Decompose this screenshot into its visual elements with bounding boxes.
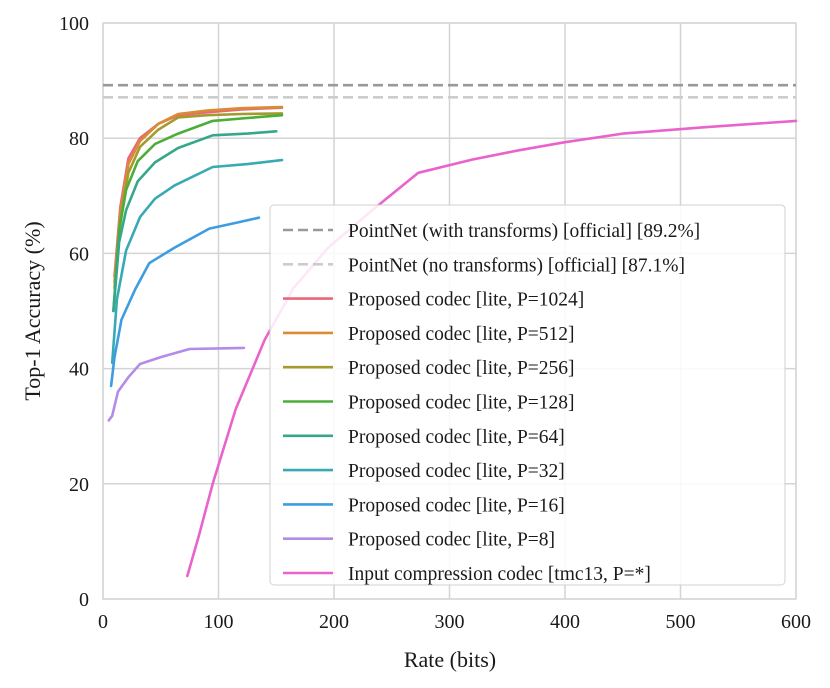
x-tick-label: 600: [781, 611, 811, 633]
series-line: [110, 158, 284, 365]
series-line: [107, 346, 246, 422]
legend-label: Proposed codec [lite, P=256]: [348, 358, 575, 379]
series-line: [112, 113, 284, 313]
y-tick-label: 20: [69, 474, 89, 496]
y-tick-label: 80: [69, 128, 89, 150]
x-tick-label: 400: [550, 611, 580, 633]
legend-label: Proposed codec [lite, P=16]: [348, 495, 565, 516]
x-tick-label: 100: [204, 611, 234, 633]
legend-label: PointNet (with transforms) [official] [8…: [348, 221, 700, 242]
series-line: [112, 130, 278, 313]
x-tick-label: 300: [435, 611, 465, 633]
legend-label: Input compression codec [tmc13, P=*]: [348, 564, 651, 585]
y-tick-label: 0: [79, 589, 89, 611]
x-axis-title: Rate (bits): [404, 647, 496, 672]
legend-label: PointNet (no transforms) [official] [87.…: [348, 255, 685, 276]
series-line: [109, 216, 261, 388]
x-tick-label: 500: [666, 611, 696, 633]
legend-label: Proposed codec [lite, P=64]: [348, 427, 565, 448]
legend-label: Proposed codec [lite, P=32]: [348, 461, 565, 482]
y-tick-label: 40: [69, 359, 89, 381]
y-axis-title: Top-1 Accuracy (%): [20, 221, 45, 400]
baseline-lines: [103, 83, 796, 99]
legend-label: Proposed codec [lite, P=128]: [348, 393, 575, 414]
y-tick-label: 100: [59, 13, 89, 35]
x-tick-label: 200: [319, 611, 349, 633]
legend-label: Proposed codec [lite, P=512]: [348, 324, 575, 345]
legend-box: [269, 204, 786, 586]
legend: PointNet (with transforms) [official] [8…: [269, 204, 786, 586]
legend-label: Proposed codec [lite, P=1024]: [348, 290, 584, 311]
x-tick-label: 0: [98, 611, 108, 633]
legend-label: Proposed codec [lite, P=8]: [348, 530, 555, 551]
tick-labels: 0 100 200 300 400 500 600 0 20 40 60 80 100: [59, 13, 811, 633]
y-tick-label: 60: [69, 243, 89, 265]
